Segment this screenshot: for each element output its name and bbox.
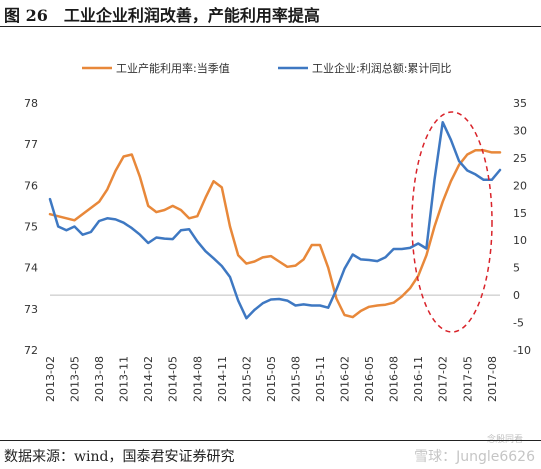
x-tick-label: 2015-11 (314, 356, 327, 402)
y-left-tick-label: 72 (24, 344, 38, 357)
x-tick-label: 2016-11 (412, 356, 425, 402)
top-rule (0, 26, 541, 27)
x-tick-label: 2015-08 (289, 356, 302, 402)
profit-growth-line (48, 120, 502, 320)
capacity-utilization-line (48, 149, 502, 319)
y-right-tick-label: -5 (513, 317, 524, 330)
y-right-tick-label: 5 (513, 262, 520, 275)
source-note: 数据来源：wind，国泰君安证券研究 (4, 449, 235, 465)
x-tick-label: 2017-08 (486, 356, 499, 402)
figure-title: 图 26 工业企业利润改善，产能利用率提高 (4, 6, 320, 25)
x-tick-label: 2014-11 (216, 356, 229, 402)
y-right-tick-label: 15 (513, 207, 527, 220)
x-tick-label: 2014-08 (191, 356, 204, 402)
bottom-rule (0, 440, 541, 441)
y-left-tick-label: 76 (24, 179, 38, 192)
watermark-text: 雪球：Jungle6626 (414, 449, 535, 465)
x-tick-label: 2016-05 (363, 356, 376, 402)
y-right-tick-label: 25 (513, 152, 527, 165)
watermark-small: 念殷同看 (486, 435, 523, 445)
x-tick-label: 2015-02 (240, 356, 253, 402)
y-right-tick-label: 0 (513, 289, 520, 302)
legend-label: 工业企业:利润总额:累计同比 (312, 61, 451, 75)
y-left-tick-label: 74 (24, 262, 38, 275)
legend-label: 工业产能利用率:当季值 (116, 61, 230, 75)
y-left-tick-label: 77 (24, 138, 38, 151)
y-left-tick-label: 75 (24, 221, 38, 234)
x-tick-label: 2013-08 (93, 356, 106, 402)
x-tick-label: 2013-02 (44, 356, 57, 402)
x-tick-label: 2014-05 (167, 356, 180, 402)
y-right-tick-label: 35 (513, 97, 527, 110)
x-tick-label: 2016-08 (388, 356, 401, 402)
y-left-tick-label: 73 (24, 303, 38, 316)
x-tick-label: 2016-02 (339, 356, 352, 402)
highlight-ellipse (411, 111, 493, 333)
y-right-tick-label: -10 (513, 344, 531, 357)
x-tick-label: 2017-02 (437, 356, 450, 402)
x-tick-label: 2013-11 (118, 356, 131, 402)
y-right-tick-label: 20 (513, 179, 527, 192)
x-tick-label: 2015-05 (265, 356, 278, 402)
y-right-tick-label: 10 (513, 234, 527, 247)
x-tick-label: 2013-05 (69, 356, 82, 402)
x-tick-label: 2014-02 (142, 356, 155, 402)
y-left-tick-label: 78 (24, 97, 38, 110)
y-right-tick-label: 30 (513, 124, 527, 137)
x-tick-label: 2017-05 (461, 356, 474, 402)
